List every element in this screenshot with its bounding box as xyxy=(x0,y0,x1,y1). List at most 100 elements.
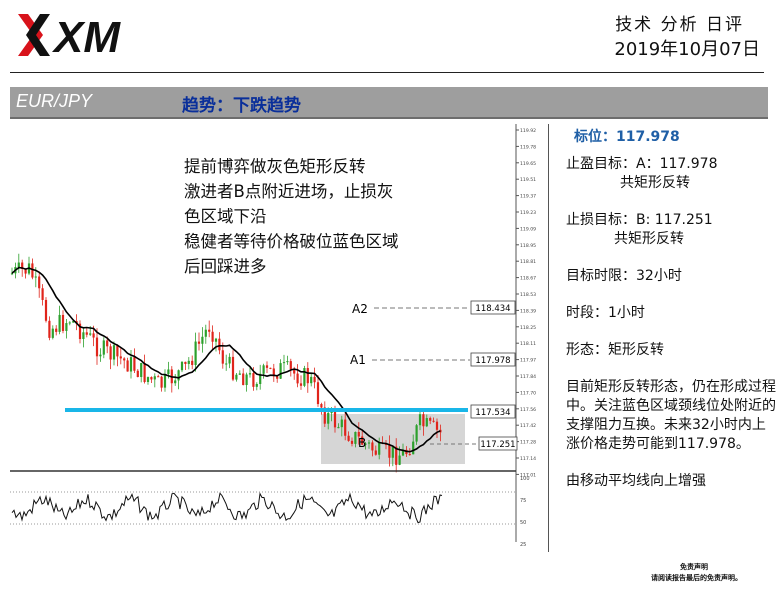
candle-body xyxy=(153,376,156,380)
candle-body xyxy=(21,262,24,269)
candle-body xyxy=(259,373,262,384)
candle-body xyxy=(347,435,350,441)
candle-body xyxy=(340,419,343,428)
candle-body xyxy=(371,442,374,451)
candle-body xyxy=(102,340,105,355)
price-tick-label: 117.420 xyxy=(520,423,536,429)
candle-body xyxy=(10,273,14,275)
logo-text: XM xyxy=(51,13,121,58)
price-tick-label: 118.115 xyxy=(520,341,536,347)
tag-blue-text: 117.534 xyxy=(475,408,510,418)
price-tick-label: 119.370 xyxy=(520,194,536,200)
candle-body xyxy=(364,443,367,445)
candle-body xyxy=(146,377,150,382)
candle-body xyxy=(92,333,95,338)
candle-body xyxy=(293,369,296,374)
price-tick-label: 117.700 xyxy=(520,390,536,396)
candle-body xyxy=(126,360,129,372)
candle-body xyxy=(129,357,133,372)
label-a1: A1 xyxy=(350,353,366,367)
candle-body xyxy=(197,341,201,344)
candle-body xyxy=(184,361,187,364)
candle-body xyxy=(48,320,51,338)
candle-body xyxy=(282,362,286,364)
candle-body xyxy=(418,414,422,426)
candle-body xyxy=(306,368,309,384)
price-tick-label: 118.810 xyxy=(520,259,536,265)
candle-body xyxy=(123,358,126,361)
candle-body xyxy=(323,407,326,424)
pattern: 形态：矩形反转 xyxy=(566,342,664,358)
candle-body xyxy=(388,444,391,458)
tag-blue: 117.534 xyxy=(470,404,516,419)
osc-tick-label: 50 xyxy=(520,520,526,526)
candle-body xyxy=(72,321,75,323)
tag-b: 117.251 xyxy=(478,436,518,451)
candle-body xyxy=(374,450,377,455)
candle-body xyxy=(425,418,428,427)
label-b: B xyxy=(358,436,366,450)
timeframe: 时段：1小时 xyxy=(566,305,645,321)
report-type: 技术 分析 日评 xyxy=(615,15,744,35)
candle-body xyxy=(157,376,160,378)
price-tick-label: 119.650 xyxy=(520,161,536,167)
candle-body xyxy=(286,361,289,363)
price-axis: 119.925 119.785 119.650 119.510 119.370 119.2… xyxy=(516,128,536,478)
candle-body xyxy=(265,365,269,368)
tag-a2: 118.434 xyxy=(470,300,516,315)
candle-body xyxy=(119,356,122,359)
candle-body xyxy=(272,368,275,377)
column-divider xyxy=(548,124,549,552)
candle-body xyxy=(422,414,425,427)
candle-body xyxy=(55,328,58,332)
candle-body xyxy=(116,345,119,357)
stop-loss: 止损目标：B: 117.251 xyxy=(566,212,713,228)
tag-a1: 117.978 xyxy=(470,352,516,367)
candle-body xyxy=(204,329,207,337)
ma-note: 由移动平均线向上增强 xyxy=(566,473,706,489)
candle-body xyxy=(221,350,224,364)
candle-body xyxy=(225,363,228,365)
stop-loss-pattern: 共矩形反转 xyxy=(614,231,684,247)
candle-body xyxy=(109,346,112,360)
candle-body xyxy=(401,449,405,456)
header-divider xyxy=(10,72,764,73)
price-tick-label: 117.145 xyxy=(520,456,536,462)
price-tick-label: 117.280 xyxy=(520,440,536,446)
candle-body xyxy=(51,328,54,338)
candle-body xyxy=(337,427,340,429)
target-heading: 标位：117.978 xyxy=(574,129,680,145)
candle-body xyxy=(24,268,27,274)
price-tick-label: 117.560 xyxy=(520,407,536,413)
price-tick-label: 119.090 xyxy=(520,226,536,232)
candle-body xyxy=(252,373,255,387)
candle-body xyxy=(316,382,320,405)
oscillator-axis: 1007550250 xyxy=(520,476,530,548)
candle-body xyxy=(214,338,218,342)
candle-body xyxy=(31,263,34,278)
candle-body xyxy=(299,383,303,386)
price-tick-label: 117.010 xyxy=(520,472,536,478)
oscillator-line xyxy=(11,492,443,524)
candle-body xyxy=(296,373,299,384)
candle-body xyxy=(208,329,211,332)
candle-body xyxy=(378,442,381,455)
candle-body xyxy=(133,357,136,371)
candle-body xyxy=(44,299,48,321)
candle-body xyxy=(248,373,252,375)
note-line: 提前博弈做灰色矩形反转 xyxy=(184,157,366,176)
candle-body xyxy=(391,446,394,458)
candle-body xyxy=(17,262,20,268)
candle-body xyxy=(82,332,85,340)
osc-tick-label: 75 xyxy=(520,498,526,504)
label-a2: A2 xyxy=(352,302,368,316)
candle-body xyxy=(180,361,184,371)
price-tick-label: 119.925 xyxy=(520,128,536,134)
candle-body xyxy=(150,377,153,380)
candle-body xyxy=(242,373,245,386)
candle-body xyxy=(143,363,146,382)
candle-body xyxy=(191,360,194,365)
candle-body xyxy=(231,356,235,380)
candle-body xyxy=(174,380,177,384)
report-date: 2019年10月07日 xyxy=(614,39,760,60)
